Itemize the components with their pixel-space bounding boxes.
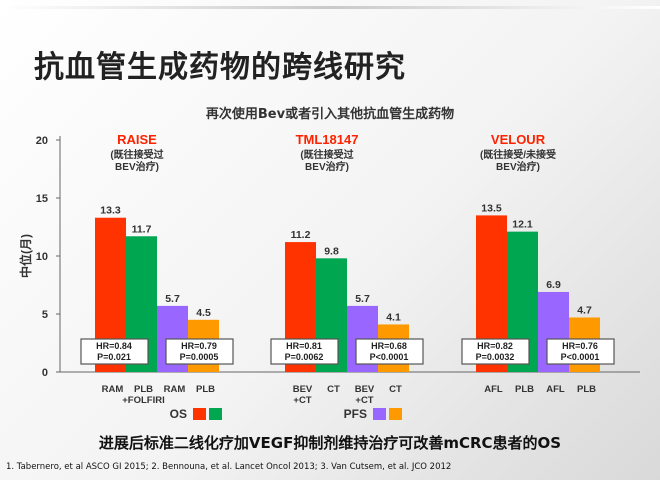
p-value-label: P=0.021 (97, 352, 131, 362)
trial-name: TML18147 (296, 132, 359, 147)
hazard-ratio-label: HR=0.79 (181, 341, 217, 351)
references-footnote: 1. Tabernero, et al ASCO GI 2015; 2. Ben… (6, 462, 452, 472)
hr-box (165, 338, 234, 365)
p-value-label: P<0.0001 (370, 352, 409, 362)
trial-note: (既往接受过 (110, 148, 163, 161)
x-category-label: RAM (164, 384, 186, 395)
bar-value-label: 5.7 (355, 293, 370, 305)
bar-value-label: 9.8 (324, 245, 339, 257)
slide-title: 抗血管生成药物的跨线研究 (34, 50, 406, 85)
x-category-label: PLB (134, 384, 153, 395)
legend-label: PFS (344, 407, 367, 421)
legend-swatch-pfs_control (389, 408, 402, 420)
p-value-label: P<0.0001 (561, 352, 600, 362)
bar-value-label: 5.7 (165, 293, 180, 305)
x-category-label: +FOLFIRI (122, 395, 165, 406)
y-tick-label: 15 (36, 193, 48, 205)
p-value-label: P=0.0062 (285, 352, 324, 362)
x-category-label: CT (327, 384, 340, 395)
trial-note: (既往接受过 (300, 148, 353, 161)
bar-value-label: 13.3 (100, 205, 121, 217)
x-category-label: PLB (515, 384, 534, 395)
legend-swatch-os_treatment (193, 408, 206, 420)
p-value-label: P=0.0005 (180, 352, 219, 362)
hr-box (355, 338, 424, 365)
trial-note: BEV治疗) (496, 160, 540, 173)
chart-title: 再次使用Bev或者引入其他抗血管生成药物 (205, 107, 455, 122)
bar-value-label: 4.5 (196, 307, 211, 319)
bar-value-label: 6.9 (546, 279, 561, 291)
y-tick-label: 10 (36, 251, 48, 263)
trial-name: RAISE (117, 132, 157, 147)
x-category-label: BEV (355, 384, 375, 395)
bar-value-label: 11.7 (132, 223, 152, 235)
x-category-label: RAM (102, 384, 124, 395)
hazard-ratio-label: HR=0.82 (477, 341, 513, 351)
legend-swatch-pfs_treatment (373, 408, 386, 420)
trial-note: BEV治疗) (305, 160, 349, 173)
bar-value-label: 12.1 (512, 219, 533, 231)
y-tick-label: 20 (36, 135, 48, 147)
y-tick-label: 5 (42, 309, 48, 321)
bar-value-label: 11.2 (291, 229, 311, 241)
top-decorative-rule (0, 6, 660, 9)
trial-note: (既往接受/未接受 (480, 148, 556, 161)
y-tick-label: 0 (42, 367, 48, 379)
hazard-ratio-label: HR=0.81 (286, 341, 322, 351)
x-category-label: BEV (293, 384, 313, 395)
x-category-label: +CT (355, 395, 373, 406)
legend-label: OS (170, 407, 187, 421)
y-axis-label: 中位(月) (18, 234, 33, 278)
bar-value-label: 13.5 (481, 202, 502, 214)
hr-box (80, 338, 149, 365)
bar-value-label: 4.7 (577, 304, 592, 316)
hazard-ratio-label: HR=0.76 (562, 341, 598, 351)
x-category-label: PLB (577, 384, 596, 395)
x-category-label: AFL (546, 384, 565, 395)
conclusion-text: 进展后标准二线化疗加VEGF抑制剂维持治疗可改善mCRC患者的OS (98, 434, 562, 452)
hazard-ratio-label: HR=0.68 (371, 341, 407, 351)
hazard-ratio-label: HR=0.84 (96, 341, 132, 351)
p-value-label: P=0.0032 (476, 352, 515, 362)
trial-note: BEV治疗) (115, 160, 159, 173)
x-category-label: AFL (484, 384, 503, 395)
hr-box (461, 338, 530, 365)
hr-box (270, 338, 339, 365)
x-category-label: CT (389, 384, 402, 395)
hr-box (546, 338, 615, 365)
bar-value-label: 4.1 (386, 311, 401, 323)
legend-swatch-os_control (209, 408, 222, 420)
x-category-label: +CT (293, 395, 311, 406)
trial-name: VELOUR (491, 132, 546, 147)
x-category-label: PLB (196, 384, 215, 395)
